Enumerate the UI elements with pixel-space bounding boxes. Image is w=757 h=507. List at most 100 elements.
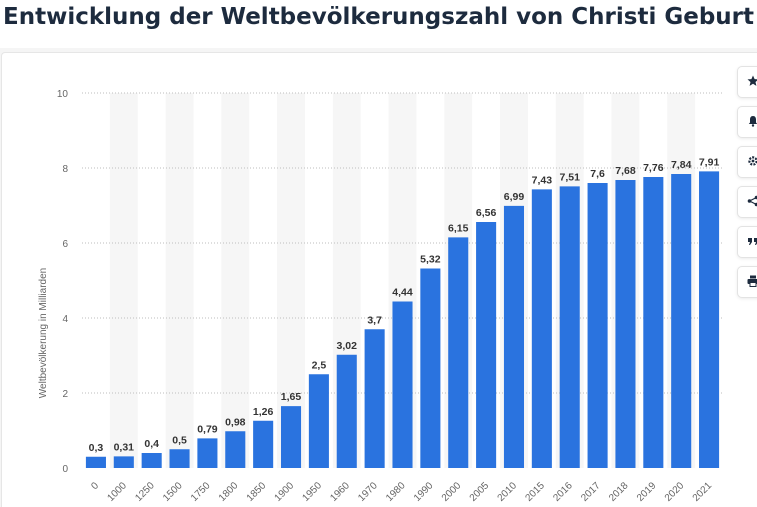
bar [587, 183, 608, 468]
data-label: 5,32 [420, 254, 441, 266]
side-toolbar [737, 66, 757, 306]
data-label: 0,31 [114, 441, 135, 453]
bar [392, 301, 413, 468]
x-tick-label: 2020 [663, 480, 687, 504]
data-label: 7,91 [699, 156, 720, 168]
bar [225, 431, 246, 468]
x-tick-label: 1250 [133, 480, 157, 504]
bar [448, 237, 469, 468]
bar [169, 449, 190, 468]
gear-icon [748, 156, 757, 166]
x-tick-label: 2010 [496, 480, 520, 504]
data-label: 7,76 [643, 162, 664, 174]
y-tick-label: 8 [62, 164, 68, 175]
bar [531, 189, 552, 468]
x-tick-label: 1950 [301, 480, 325, 504]
data-label: 7,6 [590, 168, 605, 180]
bar [364, 329, 385, 468]
bar [699, 171, 720, 468]
bar [253, 420, 274, 468]
x-tick-label: 1850 [245, 480, 269, 504]
x-tick-label: 1960 [328, 480, 352, 504]
x-tick-label: 1800 [217, 480, 241, 504]
background-band [277, 93, 305, 468]
bell-icon [748, 116, 757, 127]
share-button[interactable] [737, 186, 757, 218]
bar [280, 406, 302, 468]
settings-button[interactable] [737, 146, 757, 178]
y-tick-label: 0 [62, 464, 68, 475]
y-axis-ticks: 0 2 4 6 8 10 [57, 89, 69, 475]
share-icon [747, 195, 757, 207]
data-label: 1,65 [281, 391, 302, 403]
x-tick-label: 1970 [356, 480, 380, 504]
quote-button[interactable] [737, 226, 757, 258]
data-label: 3,7 [367, 314, 382, 326]
data-label: 4,44 [392, 287, 413, 299]
bar [85, 456, 106, 468]
x-tick-label: 2016 [551, 480, 575, 504]
bar [308, 374, 329, 468]
data-label: 6,15 [448, 222, 469, 234]
bar [197, 438, 218, 468]
bar [336, 354, 357, 468]
data-label: 0,4 [144, 438, 159, 450]
x-tick-label: 1900 [273, 480, 297, 504]
data-label: 7,68 [615, 165, 636, 177]
bar-chart: 0 2 4 6 8 10 0,3 0,31 0,4 0,5 0,79 0,98 1,26 1,65 2,5… [38, 89, 723, 504]
bar [476, 222, 497, 468]
y-tick-label: 4 [62, 314, 68, 325]
x-tick-label: 2000 [440, 480, 464, 504]
data-label: 7,43 [532, 174, 553, 186]
y-tick-label: 2 [62, 389, 68, 400]
data-label: 0,5 [172, 434, 187, 446]
bar [113, 456, 134, 468]
data-label: 6,99 [504, 191, 525, 203]
print-button[interactable] [737, 266, 757, 298]
data-labels: 0,3 0,31 0,4 0,5 0,79 0,98 1,26 1,65 2,5 3,02 3,7 4… [89, 156, 720, 453]
x-tick-label: 1980 [384, 480, 408, 504]
x-tick-label: 2018 [607, 480, 631, 504]
y-tick-label: 6 [62, 239, 68, 250]
background-band [221, 93, 250, 468]
bar [141, 453, 162, 468]
data-label: 7,51 [559, 171, 580, 183]
data-label: 0,79 [197, 423, 218, 435]
bar [559, 186, 580, 468]
bar [643, 177, 664, 468]
title-bar: Entwicklung der Weltbevölkerungszahl von… [0, 0, 757, 48]
x-tick-label: 2019 [635, 480, 659, 504]
data-label: 0,98 [225, 416, 246, 428]
bar [503, 205, 525, 468]
chart-card: 0 2 4 6 8 10 0,3 0,31 0,4 0,5 0,79 0,98 1,26 1,65 2,5… [1, 52, 757, 507]
page-title: Entwicklung der Weltbevölkerungszahl von… [3, 4, 755, 30]
x-tick-label: 1750 [189, 480, 213, 504]
notification-button[interactable] [737, 106, 757, 138]
x-tick-label: 2015 [523, 480, 547, 504]
data-label: 7,84 [671, 159, 692, 171]
quote-icon [748, 238, 757, 245]
x-tick-label: 2021 [691, 480, 715, 504]
bars [85, 171, 720, 468]
x-tick-label: 1990 [412, 480, 436, 504]
x-tick-label: 2005 [468, 480, 492, 504]
x-tick-label: 1500 [161, 480, 185, 504]
bar [671, 174, 692, 468]
favorite-button[interactable] [737, 66, 757, 98]
bar [420, 268, 441, 468]
data-label: 2,5 [312, 359, 327, 371]
data-label: 6,56 [476, 207, 497, 219]
x-tick-label: 0 [89, 480, 101, 492]
y-axis-label: Weltbevölkerung in Milliarden [38, 268, 49, 398]
star-icon [747, 75, 757, 86]
data-label: 0,3 [89, 442, 104, 454]
print-icon [747, 275, 757, 287]
x-axis-ticks: 0 1000 1250 1500 1750 1800 1850 1900 1950 1960 197… [89, 480, 714, 504]
data-label: 1,26 [253, 406, 274, 418]
background-band [109, 93, 138, 468]
bar [615, 180, 636, 468]
x-tick-label: 1000 [105, 480, 129, 504]
data-label: 3,02 [337, 340, 358, 352]
x-tick-label: 2017 [579, 480, 603, 504]
